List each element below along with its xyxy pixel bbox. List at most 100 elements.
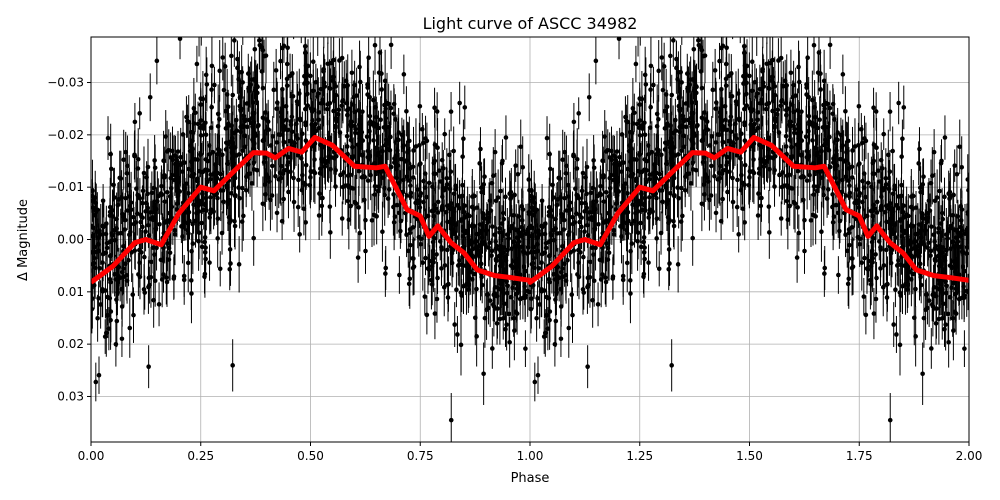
data-point <box>656 68 662 74</box>
data-point <box>938 160 944 166</box>
data-point <box>313 79 319 85</box>
data-point <box>525 227 531 232</box>
data-point <box>268 143 274 148</box>
data-point <box>137 274 143 280</box>
data-point <box>152 204 157 209</box>
data-point <box>580 170 586 176</box>
data-point <box>127 325 133 331</box>
data-point <box>857 241 863 247</box>
data-point <box>529 296 534 301</box>
data-point <box>921 174 926 179</box>
data-point <box>725 189 730 195</box>
data-point <box>93 379 99 385</box>
data-point <box>424 312 430 318</box>
data-point <box>595 302 601 307</box>
data-point <box>720 196 725 202</box>
data-point <box>295 136 300 141</box>
data-point <box>463 263 468 269</box>
data-point <box>190 241 196 246</box>
data-point <box>365 178 371 183</box>
data-point <box>211 209 216 214</box>
data-point <box>464 229 470 234</box>
data-point <box>954 171 960 177</box>
data-point <box>850 148 855 153</box>
data-point <box>618 224 623 229</box>
data-point <box>712 173 717 179</box>
data-point <box>232 38 237 43</box>
data-point <box>296 177 301 183</box>
data-point <box>704 127 709 133</box>
data-point <box>804 178 810 183</box>
data-point <box>420 260 426 265</box>
data-point <box>498 188 503 194</box>
data-point <box>539 198 545 204</box>
data-point <box>749 59 755 65</box>
data-point <box>284 117 289 123</box>
data-point <box>444 182 450 187</box>
data-point <box>411 148 416 153</box>
data-point <box>957 272 962 278</box>
data-point <box>114 318 120 324</box>
data-point <box>441 166 446 171</box>
data-point <box>720 3 725 8</box>
data-point <box>738 19 743 24</box>
data-point <box>350 144 355 150</box>
data-point <box>303 162 309 168</box>
data-point <box>132 119 138 125</box>
data-point <box>195 121 201 127</box>
data-point <box>789 144 794 150</box>
data-point <box>830 204 835 210</box>
data-point <box>355 255 361 260</box>
data-point <box>805 155 810 161</box>
data-point <box>671 193 677 199</box>
data-point <box>887 109 893 114</box>
data-point <box>400 189 406 195</box>
data-point <box>936 243 942 249</box>
data-point <box>435 199 441 205</box>
data-point <box>885 281 890 287</box>
data-point <box>519 218 525 223</box>
data-point <box>436 168 442 173</box>
data-point <box>850 256 855 261</box>
data-point <box>126 182 132 188</box>
data-point <box>439 207 445 213</box>
data-point <box>162 175 167 180</box>
data-point <box>600 158 605 164</box>
data-point <box>91 198 95 204</box>
data-point <box>723 83 729 88</box>
data-point <box>766 86 772 91</box>
data-point <box>839 189 845 195</box>
data-point <box>941 301 946 307</box>
data-point <box>405 248 411 254</box>
data-point <box>658 230 664 236</box>
data-point <box>240 25 245 30</box>
data-point <box>278 163 284 169</box>
data-point <box>207 143 212 148</box>
data-point <box>492 284 498 290</box>
data-point <box>874 145 879 151</box>
data-point <box>750 107 756 113</box>
data-point <box>650 12 655 17</box>
data-point <box>624 118 629 124</box>
data-point <box>713 210 719 216</box>
data-point <box>170 148 175 154</box>
data-point <box>529 198 534 204</box>
data-point <box>457 100 462 106</box>
data-point <box>329 155 335 160</box>
data-point <box>897 290 903 295</box>
data-point <box>273 68 279 73</box>
data-point <box>796 64 801 70</box>
data-point <box>788 70 794 76</box>
data-point <box>301 180 306 186</box>
data-point <box>488 208 494 213</box>
data-point <box>920 212 925 217</box>
data-point <box>543 245 549 251</box>
data-point <box>576 111 582 116</box>
data-point <box>601 175 606 180</box>
data-point <box>312 157 317 162</box>
data-point <box>317 170 323 176</box>
data-point <box>803 134 809 140</box>
data-point <box>949 285 954 291</box>
data-point <box>844 248 850 254</box>
data-point <box>603 279 609 285</box>
